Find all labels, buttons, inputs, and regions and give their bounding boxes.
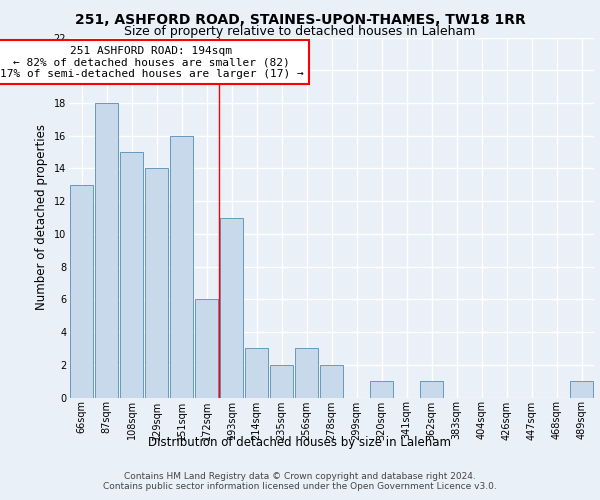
Text: 251 ASHFORD ROAD: 194sqm
← 82% of detached houses are smaller (82)
17% of semi-d: 251 ASHFORD ROAD: 194sqm ← 82% of detach… bbox=[0, 46, 304, 79]
Bar bbox=[170, 136, 193, 398]
Bar bbox=[95, 103, 118, 398]
Bar bbox=[245, 348, 268, 398]
Bar bbox=[145, 168, 168, 398]
Bar bbox=[195, 300, 218, 398]
Bar bbox=[120, 152, 143, 398]
Bar bbox=[370, 381, 393, 398]
Bar bbox=[420, 381, 443, 398]
Text: Contains public sector information licensed under the Open Government Licence v3: Contains public sector information licen… bbox=[103, 482, 497, 491]
Text: Size of property relative to detached houses in Laleham: Size of property relative to detached ho… bbox=[124, 25, 476, 38]
Y-axis label: Number of detached properties: Number of detached properties bbox=[35, 124, 48, 310]
Bar bbox=[270, 365, 293, 398]
Bar bbox=[320, 365, 343, 398]
Bar bbox=[295, 348, 318, 398]
Text: Distribution of detached houses by size in Laleham: Distribution of detached houses by size … bbox=[149, 436, 452, 449]
Bar bbox=[70, 185, 93, 398]
Bar bbox=[570, 381, 593, 398]
Bar bbox=[220, 218, 243, 398]
Text: 251, ASHFORD ROAD, STAINES-UPON-THAMES, TW18 1RR: 251, ASHFORD ROAD, STAINES-UPON-THAMES, … bbox=[74, 12, 526, 26]
Text: Contains HM Land Registry data © Crown copyright and database right 2024.: Contains HM Land Registry data © Crown c… bbox=[124, 472, 476, 481]
